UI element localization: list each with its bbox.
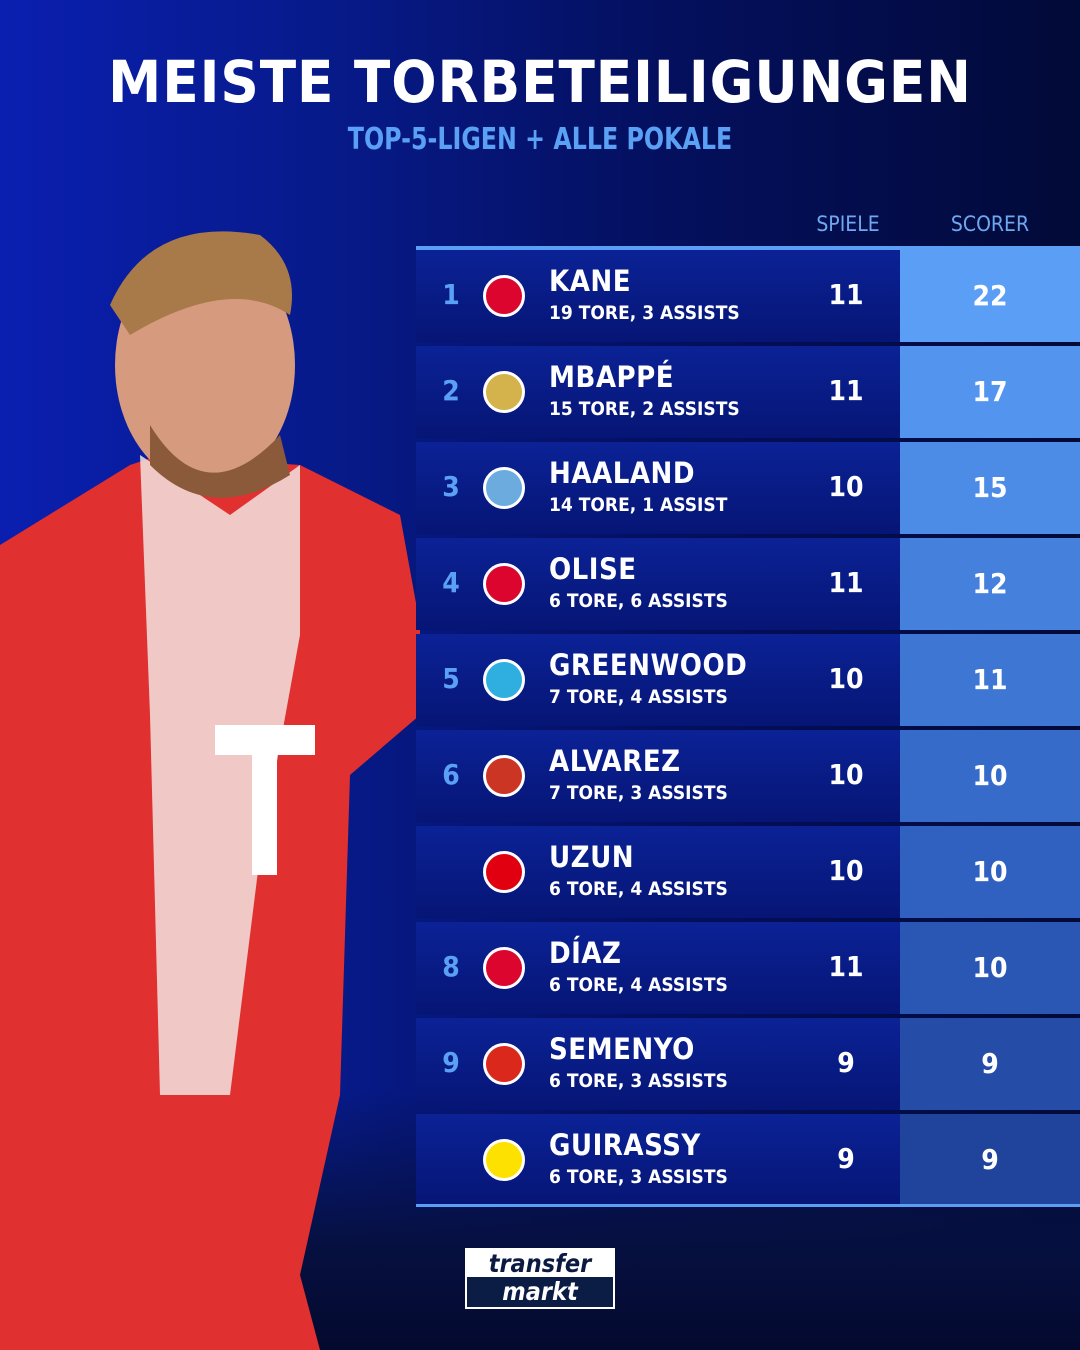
fc-bayern-crest-icon bbox=[483, 563, 525, 605]
page-title: MEISTE TORBETEILIGUNGEN bbox=[108, 48, 972, 116]
bvb-crest-icon bbox=[483, 1139, 525, 1181]
rank: 3 bbox=[442, 470, 460, 503]
games-value: 10 bbox=[828, 854, 864, 887]
games-value: 11 bbox=[828, 950, 864, 983]
logo-line-2: markt bbox=[467, 1277, 613, 1307]
player-name: DÍAZ bbox=[549, 936, 622, 970]
rank: 2 bbox=[442, 374, 460, 407]
player-name: SEMENYO bbox=[549, 1032, 695, 1066]
goals-assists: 14 TORE, 1 ASSIST bbox=[549, 494, 728, 516]
games-value: 11 bbox=[828, 278, 864, 311]
table-row: 9 SEMENYO 6 TORE, 3 ASSISTS 9 9 bbox=[416, 1018, 1080, 1110]
goals-assists: 6 TORE, 3 ASSISTS bbox=[549, 1070, 728, 1092]
table-row: 8 DÍAZ 6 TORE, 4 ASSISTS 11 10 bbox=[416, 922, 1080, 1014]
goals-assists: 15 TORE, 2 ASSISTS bbox=[549, 398, 740, 420]
rank: 9 bbox=[442, 1046, 460, 1079]
table-top-divider bbox=[416, 246, 1080, 250]
rank: 4 bbox=[442, 566, 460, 599]
scorer-value: 15 bbox=[900, 442, 1080, 534]
scorer-value: 22 bbox=[900, 250, 1080, 342]
goals-assists: 6 TORE, 6 ASSISTS bbox=[549, 590, 728, 612]
goals-assists: 19 TORE, 3 ASSISTS bbox=[549, 302, 740, 324]
goals-assists: 6 TORE, 4 ASSISTS bbox=[549, 878, 728, 900]
table-row: 4 OLISE 6 TORE, 6 ASSISTS 11 12 bbox=[416, 538, 1080, 630]
player-name: GREENWOOD bbox=[549, 648, 748, 682]
player-name: GUIRASSY bbox=[549, 1128, 701, 1162]
table-row: UZUN 6 TORE, 4 ASSISTS 10 10 bbox=[416, 826, 1080, 918]
table-row: GUIRASSY 6 TORE, 3 ASSISTS 9 9 bbox=[416, 1114, 1080, 1206]
scorer-value: 9 bbox=[900, 1114, 1080, 1206]
table-row: 3 HAALAND 14 TORE, 1 ASSIST 10 15 bbox=[416, 442, 1080, 534]
atletico-crest-icon bbox=[483, 755, 525, 797]
marseille-crest-icon bbox=[483, 659, 525, 701]
scorer-value: 10 bbox=[900, 922, 1080, 1014]
table-row: 2 MBAPPÉ 15 TORE, 2 ASSISTS 11 17 bbox=[416, 346, 1080, 438]
real-madrid-crest-icon bbox=[483, 371, 525, 413]
table-bottom-divider bbox=[416, 1204, 1080, 1207]
scorer-value: 11 bbox=[900, 634, 1080, 726]
fc-bayern-crest-icon bbox=[483, 947, 525, 989]
goals-assists: 7 TORE, 4 ASSISTS bbox=[549, 686, 728, 708]
eintracht-crest-icon bbox=[483, 851, 525, 893]
goals-assists: 7 TORE, 3 ASSISTS bbox=[549, 782, 728, 804]
rank: 6 bbox=[442, 758, 460, 791]
scorer-value: 17 bbox=[900, 346, 1080, 438]
games-value: 10 bbox=[828, 470, 864, 503]
games-value: 10 bbox=[828, 662, 864, 695]
page-subtitle: TOP-5-LIGEN + ALLE POKALE bbox=[347, 122, 733, 157]
games-value: 10 bbox=[828, 758, 864, 791]
table-row: 1 KANE 19 TORE, 3 ASSISTS 11 22 bbox=[416, 250, 1080, 342]
player-name: OLISE bbox=[549, 552, 637, 586]
man-city-crest-icon bbox=[483, 467, 525, 509]
player-name: MBAPPÉ bbox=[549, 360, 675, 394]
rank: 1 bbox=[442, 278, 460, 311]
player-name: KANE bbox=[549, 264, 632, 298]
games-value: 9 bbox=[837, 1142, 855, 1175]
scorer-value: 9 bbox=[900, 1018, 1080, 1110]
games-value: 11 bbox=[828, 374, 864, 407]
table-row: 5 GREENWOOD 7 TORE, 4 ASSISTS 10 11 bbox=[416, 634, 1080, 726]
games-value: 11 bbox=[828, 566, 864, 599]
scorer-value: 10 bbox=[900, 730, 1080, 822]
fc-bayern-crest-icon bbox=[483, 275, 525, 317]
column-header-games: SPIELE bbox=[816, 212, 880, 236]
player-photo bbox=[0, 231, 420, 1350]
bournemouth-crest-icon bbox=[483, 1043, 525, 1085]
logo-line-1: transfer bbox=[467, 1250, 613, 1277]
games-value: 9 bbox=[837, 1046, 855, 1079]
player-name: HAALAND bbox=[549, 456, 696, 490]
player-name: ALVAREZ bbox=[549, 744, 681, 778]
transfermarkt-logo: transfer markt bbox=[465, 1248, 615, 1309]
goals-assists: 6 TORE, 3 ASSISTS bbox=[549, 1166, 728, 1188]
rank: 5 bbox=[442, 662, 460, 695]
goals-assists: 6 TORE, 4 ASSISTS bbox=[549, 974, 728, 996]
player-name: UZUN bbox=[549, 840, 635, 874]
rank: 8 bbox=[442, 950, 460, 983]
scorer-value: 10 bbox=[900, 826, 1080, 918]
column-header-scorer: SCORER bbox=[950, 212, 1030, 236]
table-row: 6 ALVAREZ 7 TORE, 3 ASSISTS 10 10 bbox=[416, 730, 1080, 822]
scorer-value: 12 bbox=[900, 538, 1080, 630]
